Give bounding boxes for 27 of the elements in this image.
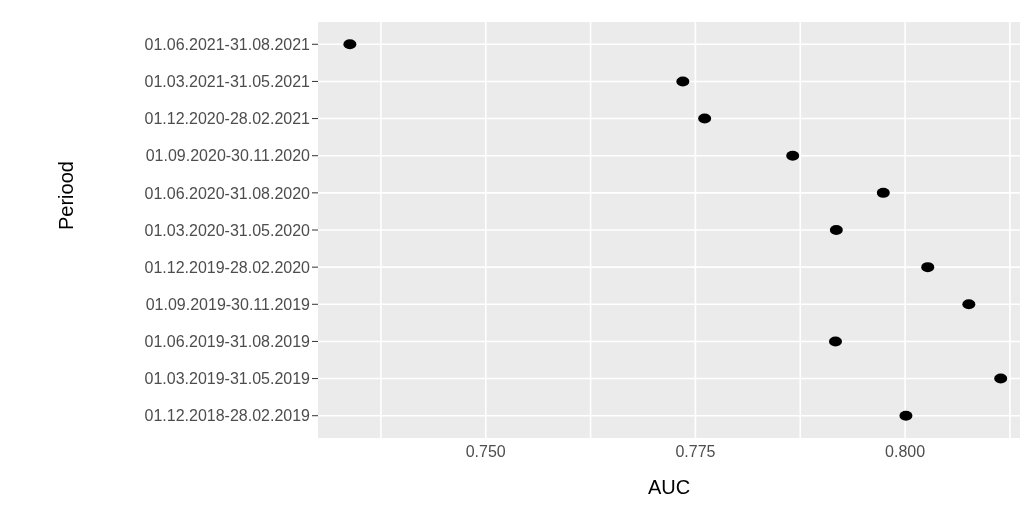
y-tick-label: 01.03.2019-31.05.2019: [144, 370, 311, 388]
point: [962, 299, 976, 310]
point: [786, 150, 800, 161]
point: [676, 76, 690, 87]
y-tick-label: 01.12.2019-28.02.2020: [144, 258, 311, 276]
y-tick-label: 01.06.2019-31.08.2019: [144, 333, 311, 351]
point: [994, 373, 1008, 384]
y-tick-label: 01.06.2020-31.08.2020: [144, 184, 311, 202]
y-tick-label: 01.12.2020-28.02.2021: [144, 110, 311, 128]
y-tick-label: 01.12.2018-28.02.2019: [144, 407, 311, 425]
point: [698, 113, 712, 124]
point: [829, 225, 843, 235]
x-tick-label: 0.775: [675, 443, 716, 461]
y-tick-label: 01.03.2020-31.05.2020: [144, 221, 311, 239]
x-axis-title: AUC: [647, 476, 691, 498]
point: [828, 336, 842, 347]
point: [921, 262, 935, 273]
point: [876, 187, 890, 198]
y-tick-label: 01.03.2021-31.05.2021: [144, 73, 311, 91]
point: [343, 39, 357, 50]
x-tick-label: 0.750: [465, 443, 506, 461]
y-tick-label: 01.09.2020-30.11.2020: [145, 147, 311, 165]
y-tick-label: 01.06.2021-31.08.2021: [144, 35, 311, 53]
point: [899, 410, 913, 421]
y-tick-label: 01.09.2019-30.11.2019: [145, 295, 311, 313]
x-tick-label: 0.800: [885, 443, 926, 461]
y-axis-title: Periood: [55, 161, 78, 230]
